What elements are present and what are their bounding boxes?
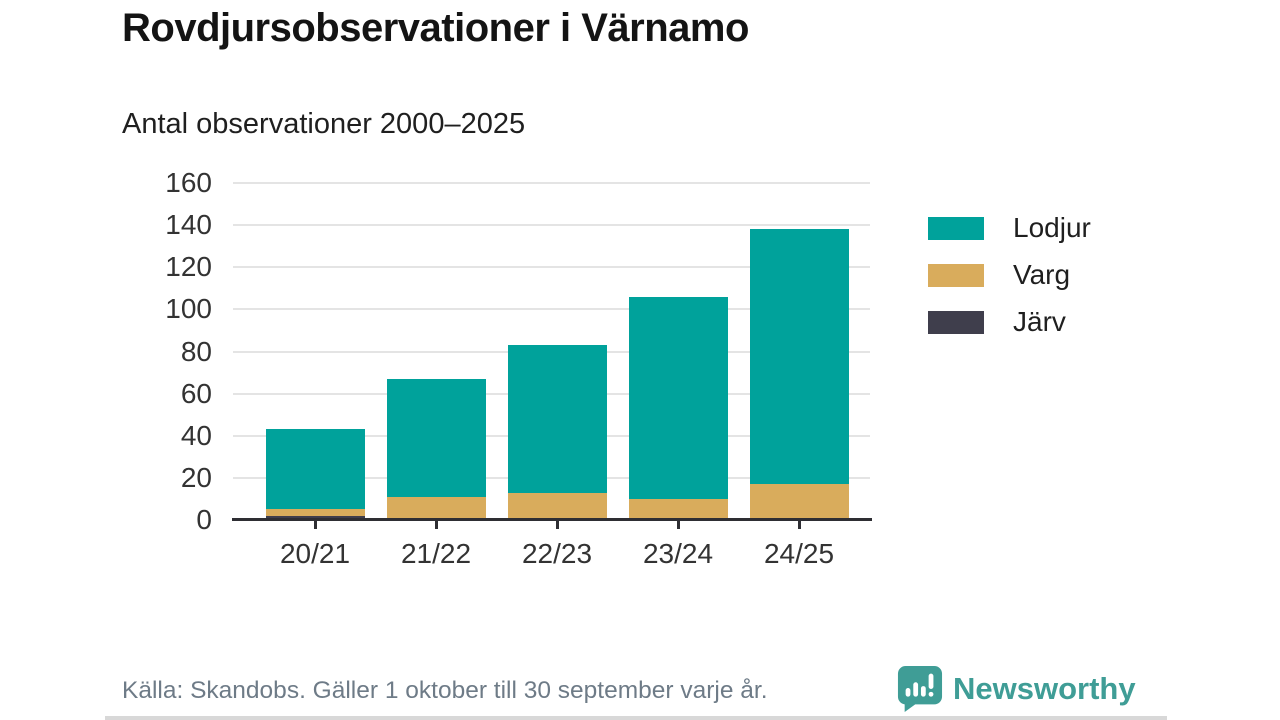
legend-swatch bbox=[928, 216, 984, 240]
legend: Lodjur Varg Järv bbox=[928, 212, 1091, 357]
gridline bbox=[233, 266, 870, 269]
bar-segment-varg bbox=[628, 498, 728, 520]
x-axis-line bbox=[232, 518, 872, 521]
legend-item-järv: Järv bbox=[928, 306, 1091, 337]
y-tick-label: 100 bbox=[165, 293, 212, 325]
legend-label: Järv bbox=[1013, 306, 1066, 337]
gridline bbox=[233, 182, 870, 184]
bar-segment-lodjur bbox=[507, 345, 607, 493]
x-tick-mark bbox=[434, 521, 438, 529]
bar-segment-varg bbox=[265, 509, 365, 516]
y-tick-label: 60 bbox=[180, 377, 212, 409]
stacked-bar-24-25 bbox=[749, 183, 849, 520]
y-tick-label: 40 bbox=[180, 419, 212, 451]
bar-segment-varg bbox=[749, 484, 849, 518]
stacked-bar-20-21 bbox=[265, 183, 365, 520]
y-tick-label: 20 bbox=[180, 461, 212, 493]
gridline bbox=[233, 224, 870, 227]
x-tick-label: 23/24 bbox=[642, 538, 714, 569]
y-tick-label: 0 bbox=[196, 504, 212, 535]
legend-item-varg: Varg bbox=[928, 259, 1091, 290]
legend-label: Varg bbox=[1013, 259, 1071, 290]
x-tick-mark bbox=[676, 521, 680, 529]
plot-area bbox=[232, 182, 872, 521]
stacked-bar-22-23 bbox=[507, 183, 607, 520]
bar-segment-järv bbox=[265, 515, 365, 520]
legend-item-lodjur: Lodjur bbox=[928, 212, 1091, 243]
x-tick-label: 20/21 bbox=[279, 538, 351, 569]
chart-subtitle: Antal observationer 2000–2025 bbox=[122, 108, 526, 140]
y-tick-label: 140 bbox=[165, 209, 212, 241]
newsworthy-logo: Newsworthy bbox=[897, 665, 1136, 712]
bar-segment-varg bbox=[507, 492, 607, 520]
x-tick-label: 22/23 bbox=[521, 538, 593, 569]
bar-segment-lodjur bbox=[386, 378, 486, 497]
chart-title: Rovdjursobservationer i Värnamo bbox=[122, 6, 749, 50]
x-tick-label: 24/25 bbox=[763, 538, 835, 569]
x-tick-mark bbox=[797, 521, 801, 529]
bar-segment-lodjur bbox=[628, 296, 728, 499]
x-tick-label: 21/22 bbox=[400, 538, 472, 569]
x-tick-mark bbox=[555, 521, 559, 529]
legend-swatch bbox=[928, 310, 984, 334]
legend-swatch bbox=[928, 263, 984, 287]
x-tick-mark bbox=[313, 521, 317, 529]
bar-segment-lodjur bbox=[749, 229, 849, 485]
legend-label: Lodjur bbox=[1013, 212, 1091, 243]
y-tick-label: 80 bbox=[180, 335, 212, 367]
bar-segment-varg bbox=[386, 496, 486, 520]
stacked-bar-23-24 bbox=[628, 183, 728, 520]
bottom-divider bbox=[105, 716, 1167, 720]
newsworthy-wordmark: Newsworthy bbox=[953, 670, 1136, 706]
y-tick-label: 160 bbox=[165, 167, 212, 198]
y-tick-label: 120 bbox=[165, 251, 212, 283]
stacked-bar-21-22 bbox=[386, 183, 486, 520]
newsworthy-bubble-chart-icon bbox=[897, 665, 943, 712]
gridline bbox=[233, 308, 870, 311]
bar-segment-lodjur bbox=[265, 429, 365, 510]
source-note: Källa: Skandobs. Gäller 1 oktober till 3… bbox=[122, 677, 768, 704]
